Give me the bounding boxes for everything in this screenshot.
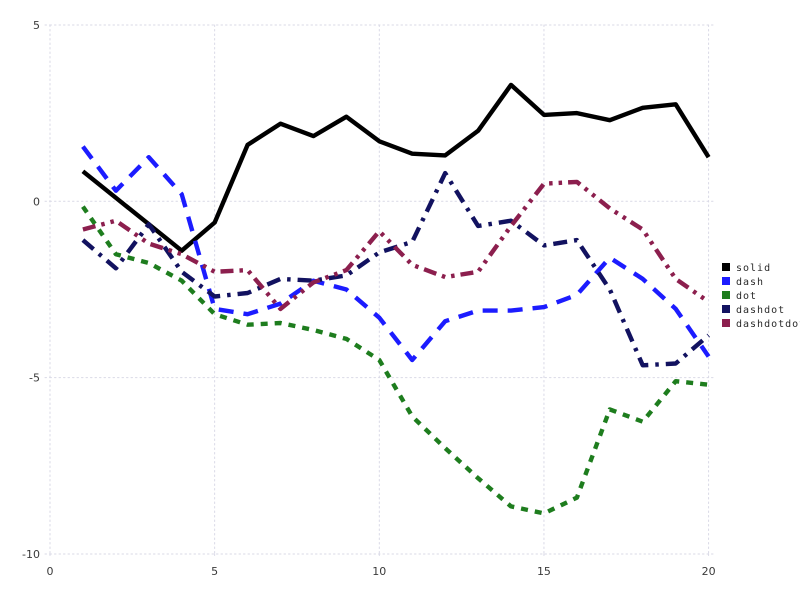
axis-tick-labels: 0 5 10 15 20 5 0 -5 -10 — [22, 19, 716, 578]
y-tick-label--5: -5 — [29, 372, 40, 385]
x-tick-label-10: 10 — [372, 565, 386, 578]
x-tick-label-15: 15 — [537, 565, 551, 578]
legend-swatch-solid — [722, 263, 730, 271]
y-tick-label-0: 0 — [33, 195, 40, 208]
legend-item-dashdotdot: dashdotdot — [722, 319, 800, 330]
legend-swatch-dashdot — [722, 305, 730, 313]
series-line-dash — [81, 145, 711, 363]
series-line-dashdotdot — [82, 179, 710, 312]
y-tick-label--10: -10 — [22, 548, 40, 561]
x-tick-label-0: 0 — [47, 565, 54, 578]
y-tick-label-5: 5 — [33, 19, 40, 32]
legend-item-dashdot: dashdot — [722, 305, 785, 316]
legend-item-solid: solid — [722, 263, 771, 274]
legend-label-dot: dot — [736, 291, 757, 302]
legend-item-dash: dash — [722, 277, 764, 288]
legend-label-dashdotdot: dashdotdot — [736, 319, 800, 330]
legend-label-dash: dash — [736, 277, 764, 288]
x-tick-label-20: 20 — [702, 565, 716, 578]
series-line-dot — [81, 205, 709, 516]
legend-label-solid: solid — [736, 263, 771, 274]
legend-swatch-dash — [722, 277, 730, 285]
legend-item-dot: dot — [722, 291, 757, 302]
series-lines — [81, 82, 711, 516]
series-line-solid — [81, 82, 711, 253]
legend-swatch-dot — [722, 291, 730, 299]
legend-swatch-dashdotdot — [722, 319, 730, 327]
x-tick-label-5: 5 — [211, 565, 218, 578]
legend-label-dashdot: dashdot — [736, 305, 785, 316]
